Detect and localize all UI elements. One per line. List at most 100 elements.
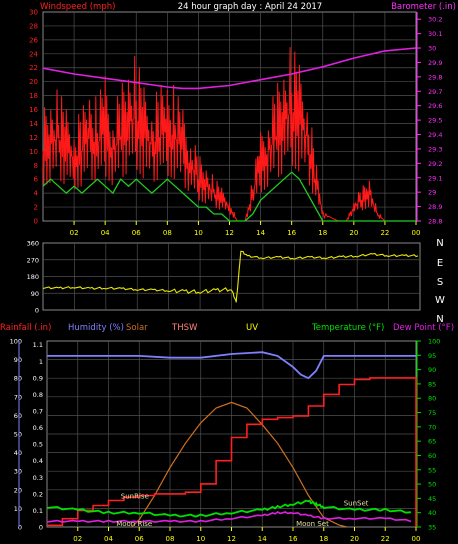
panel3-temp-tick-label: 65 — [428, 438, 436, 446]
panel1-left-tick-label: 24 — [29, 50, 38, 58]
panel1-left-tick-label: 10 — [29, 148, 38, 156]
rainfall-series — [47, 377, 417, 527]
panel1-x-tick-label: 04 — [101, 229, 110, 237]
panel3-x-tick-label: 16 — [289, 535, 298, 543]
panel1-right-tick-label: 30.1 — [428, 30, 442, 38]
panel1-right-tick-label: 29.7 — [428, 88, 442, 96]
panel3-percent-tick-label: 90 — [14, 356, 22, 364]
panel2-left-tick-label: 0 — [35, 307, 39, 315]
panel1-left-tick-label: 8 — [34, 162, 38, 170]
panel1-left-tick-label: 6 — [34, 176, 39, 184]
panel3-temp-tick-label: 85 — [428, 380, 436, 388]
panel3-x-tick-label: 10 — [196, 535, 205, 543]
chart-title: 24 hour graph day : April 24 2017 — [178, 2, 322, 12]
panel3-rain-tick-label: 0.7 — [33, 408, 43, 416]
panel3-legend-item: UV — [246, 323, 258, 333]
panel3-temp-tick-label: 100 — [428, 338, 440, 346]
panel3-rain-tick-label: 0.3 — [33, 474, 43, 482]
panel3-temp-tick-label: 90 — [428, 366, 436, 374]
panel3-temp-tick-label: 95 — [428, 352, 436, 360]
panel1-x-tick-label: 12 — [225, 229, 234, 237]
panel3-rain-tick-label: 0.5 — [33, 441, 43, 449]
solar-series — [131, 401, 347, 528]
panel1-x-tick-label: 10 — [194, 229, 203, 237]
panel1-left-tick-label: 2 — [34, 204, 38, 212]
panel2-compass-label: W — [435, 295, 445, 306]
panel2-left-tick-label: 90 — [31, 290, 39, 298]
panel3-rain-tick-label: 0.4 — [33, 457, 43, 465]
panel1-right-tick-label: 28.8 — [428, 218, 442, 226]
panel1-left-tick-label: 30 — [29, 9, 38, 17]
panel2-left-tick-label: 180 — [27, 273, 39, 281]
panel3-percent-tick-label: 0 — [18, 524, 22, 532]
annotation-moonset: Moon Set — [296, 520, 329, 528]
panel3-percent-tick-label: 50 — [14, 431, 22, 439]
panel1-left-tick-label: 16 — [29, 106, 38, 114]
wind-average-series — [42, 171, 416, 222]
humidity-series — [47, 351, 416, 380]
panel3-x-tick-label: 00 — [412, 535, 421, 543]
panel3-x-tick-label: 12 — [227, 535, 236, 543]
panel1-x-tick-label: 06 — [132, 229, 141, 237]
panel3-percent-tick-label: 70 — [14, 393, 22, 401]
panel2-compass-label: E — [437, 258, 443, 269]
panel3-legend-item: Temperature (°F) — [311, 323, 384, 333]
panel3-legend-item: Dew Point (°F) — [393, 323, 454, 333]
panel1-left-tick-label: 0 — [34, 218, 38, 226]
panel3-temp-tick-label: 60 — [428, 452, 436, 460]
panel3-x-tick-label: 08 — [166, 535, 175, 543]
panel3-x-tick-label: 04 — [104, 535, 113, 543]
panel3-rain-tick-label: 0 — [39, 524, 43, 532]
panel1-x-tick-label: 00 — [412, 229, 421, 237]
panel1-left-axis-label: Windspeed (mph) — [40, 2, 115, 12]
panel3-legend-item: Solar — [126, 323, 148, 333]
panel1-x-tick-label: 08 — [163, 229, 172, 237]
panel1-x-tick-label: 22 — [380, 229, 389, 237]
panel1-left-tick-label: 4 — [34, 190, 39, 198]
panel1-left-tick-label: 12 — [29, 134, 38, 142]
panel1-right-tick-label: 29 — [428, 189, 436, 197]
panel3-legend-item: THSW — [171, 323, 198, 333]
panel1-right-tick-label: 29.3 — [428, 145, 442, 153]
panel1-x-tick-label: 18 — [318, 229, 327, 237]
panel1-right-tick-label: 28.9 — [428, 203, 442, 211]
panel2-compass-label: S — [437, 277, 443, 288]
panel3-x-tick-label: 22 — [381, 535, 390, 543]
panel3-rain-tick-label: 0.8 — [33, 391, 43, 399]
panel3-x-tick-label: 06 — [135, 535, 144, 543]
panel3-rain-tick-label: 0.1 — [33, 507, 43, 515]
panel3-percent-tick-label: 100 — [10, 338, 22, 346]
panel2-compass-label: N — [436, 238, 443, 249]
panel1-right-tick-label: 29.5 — [428, 117, 442, 125]
panel3-legend-item: Rainfall (.in) — [0, 323, 51, 333]
panel3-percent-tick-label: 20 — [14, 486, 22, 494]
panel1-right-tick-label: 30.2 — [428, 16, 442, 24]
panel2-compass-label: N — [436, 314, 443, 325]
panel1-left-tick-label: 22 — [29, 64, 38, 72]
panel1-right-axis-label: Barometer (.in) — [391, 2, 456, 12]
annotation-sunset: SunSet — [344, 500, 369, 508]
panel3-x-tick-label: 18 — [319, 535, 328, 543]
panel3-x-tick-label: 20 — [350, 535, 359, 543]
panel3-rain-tick-label: 0.2 — [33, 490, 43, 498]
wind-gust-series — [42, 47, 415, 222]
panel3-temp-tick-label: 50 — [428, 481, 436, 489]
panel1-left-tick-label: 26 — [29, 36, 38, 44]
panel3-rain-tick-label: 0.9 — [33, 374, 43, 382]
panel3-percent-tick-label: 30 — [14, 468, 22, 476]
panel3-x-tick-label: 02 — [73, 535, 82, 543]
panel3-legend-item: Humidity (%) — [68, 323, 124, 333]
panel3-x-tick-label: 14 — [258, 535, 267, 543]
barometer-series — [42, 47, 417, 90]
panel3-temp-tick-label: 45 — [428, 495, 436, 503]
panel3-percent-tick-label: 60 — [14, 412, 22, 420]
panel1-x-tick-label: 20 — [349, 229, 358, 237]
panel1-right-tick-label: 29.1 — [428, 174, 442, 182]
panel2-left-tick-label: 360 — [27, 240, 39, 248]
panel3-percent-tick-label: 10 — [14, 505, 22, 513]
panel1-right-tick-label: 30 — [428, 45, 436, 53]
panel1-left-tick-label: 28 — [29, 22, 38, 30]
dew-point-series — [46, 511, 412, 523]
